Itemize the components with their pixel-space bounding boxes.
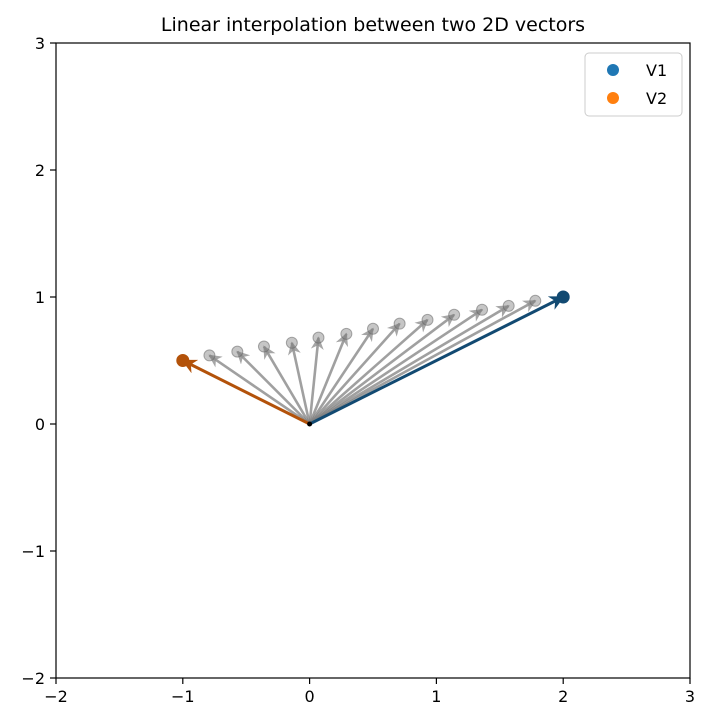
interp-arrow: [308, 313, 456, 426]
interp-point: [340, 327, 353, 340]
legend-v2-marker: [607, 92, 619, 104]
interp-point: [285, 336, 298, 349]
interp-arrow: [308, 308, 484, 426]
interp-arrow: [308, 336, 324, 425]
x-tick-label: −2: [44, 687, 68, 706]
vector-v2-point: [176, 354, 190, 367]
y-tick-label: 0: [35, 415, 45, 434]
plot-frame: [55, 42, 691, 679]
interp-arrow: [308, 332, 348, 425]
legend-v2-label: V2: [646, 89, 667, 108]
y-tick-label: 1: [35, 288, 45, 307]
x-tick-label: 0: [305, 687, 315, 706]
interp-arrow: [208, 354, 311, 426]
origin-point: [307, 421, 313, 427]
interp-arrow: [236, 350, 311, 425]
interp-point: [502, 299, 515, 312]
plot-area: [176, 290, 570, 427]
chart-title: Linear interpolation between two 2D vect…: [161, 14, 585, 36]
interp-arrow: [308, 299, 537, 426]
vector-v2-arrow: [181, 359, 311, 426]
interp-point: [257, 340, 270, 353]
interp-point: [367, 322, 379, 335]
interp-arrow: [308, 322, 401, 425]
interp-arrow: [308, 318, 429, 425]
y-tick-label: 2: [35, 161, 45, 180]
interp-point: [312, 331, 325, 344]
y-tick-label: −1: [21, 542, 45, 561]
interp-point: [476, 303, 489, 316]
axis-ticks: −2 −1 0 1 2 3 −2 −1 0 1 2 3: [21, 34, 695, 706]
interp-point: [529, 294, 542, 307]
x-tick-label: −1: [171, 687, 195, 706]
interp-point: [393, 317, 406, 330]
interp-arrow: [308, 327, 375, 425]
interp-point: [203, 349, 216, 362]
x-tick-label: 1: [431, 687, 441, 706]
interp-arrow: [262, 345, 311, 425]
x-tick-label: 2: [558, 687, 568, 706]
legend-v1-label: V1: [646, 61, 667, 80]
interp-point: [421, 313, 434, 326]
interp-arrow: [308, 304, 510, 426]
interp-point: [231, 345, 244, 358]
legend-v1-marker: [607, 64, 619, 76]
interp-arrow: [287, 341, 311, 425]
vector-v1-point: [556, 290, 570, 304]
y-tick-label: −2: [21, 669, 45, 688]
legend-box: [584, 52, 683, 117]
vector-v1-arrow: [308, 295, 565, 426]
interp-point: [448, 308, 461, 321]
legend: V1 V2: [584, 52, 683, 117]
x-tick-label: 3: [685, 687, 695, 706]
y-tick-label: 3: [35, 34, 45, 53]
